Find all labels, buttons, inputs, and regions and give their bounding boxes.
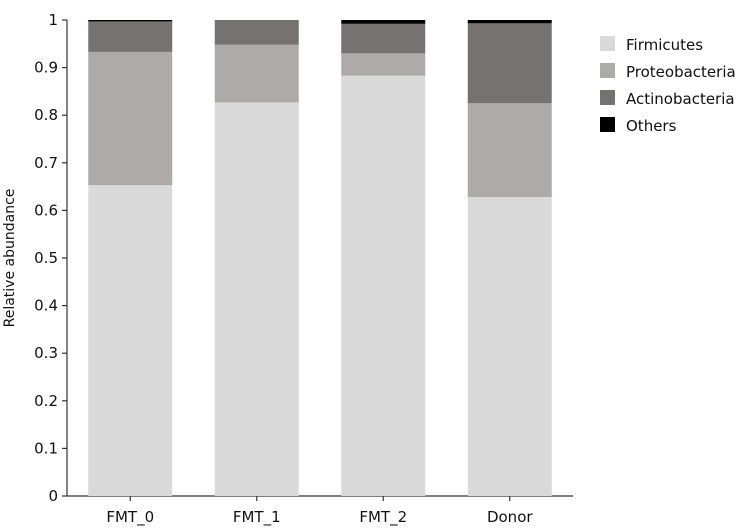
y-tick-label: 0.1 — [34, 439, 58, 457]
bars — [88, 20, 552, 497]
x-tick-label: Donor — [487, 508, 533, 526]
y-tick-label: 0.7 — [34, 154, 58, 172]
legend-label: Firmicutes — [626, 36, 703, 54]
bar-segment-actinobacteria — [467, 23, 552, 104]
legend-label: Actinobacteria — [626, 90, 735, 108]
x-axis: FMT_0 FMT_1 FMT_2 Donor — [67, 495, 573, 527]
y-tick-label: 1 — [48, 11, 58, 29]
y-tick-label: 0.8 — [34, 106, 58, 124]
legend-swatch — [600, 36, 615, 51]
legend-swatch — [600, 90, 615, 105]
y-tick-label: 0.9 — [34, 59, 58, 77]
y-tick-label: 0.6 — [34, 201, 58, 219]
bar-segment-firmicutes — [88, 185, 173, 496]
legend-label: Proteobacteria — [626, 63, 736, 81]
bar-segment-actinobacteria — [214, 20, 299, 45]
legend-swatch — [600, 117, 615, 132]
bar-segment-firmicutes — [467, 197, 552, 496]
bar-segment-proteobacteria — [467, 103, 552, 198]
bar-segment-actinobacteria — [88, 21, 173, 52]
y-tick-label: 0 — [48, 487, 58, 505]
x-tick-label: FMT_1 — [233, 508, 281, 527]
y-axis: 0 0.1 0.2 0.3 0.4 0.5 0.6 0.7 0.8 0.9 1 — [34, 11, 68, 505]
y-tick-label: 0.3 — [34, 344, 58, 362]
y-tick-label: 0.4 — [34, 297, 58, 315]
bar-segment-others — [88, 20, 173, 22]
bar-segment-proteobacteria — [88, 51, 173, 186]
legend-label: Others — [626, 117, 677, 135]
bar-segment-others — [341, 20, 426, 24]
x-tick-label: FMT_0 — [106, 508, 154, 527]
legend: Firmicutes Proteobacteria Actinobacteria Ot… — [600, 36, 736, 135]
bar-segment-firmicutes — [341, 75, 426, 496]
bar-segment-others — [467, 20, 552, 24]
bar-segment-proteobacteria — [341, 53, 426, 76]
bar-segment-proteobacteria — [214, 44, 299, 103]
bar-segment-actinobacteria — [341, 23, 426, 54]
y-tick-label: 0.2 — [34, 392, 58, 410]
legend-swatch — [600, 63, 615, 78]
y-axis-title: Relative abundance — [2, 189, 18, 328]
bar-segment-firmicutes — [214, 102, 299, 497]
y-tick-label: 0.5 — [34, 249, 58, 267]
x-tick-label: FMT_2 — [359, 508, 407, 527]
